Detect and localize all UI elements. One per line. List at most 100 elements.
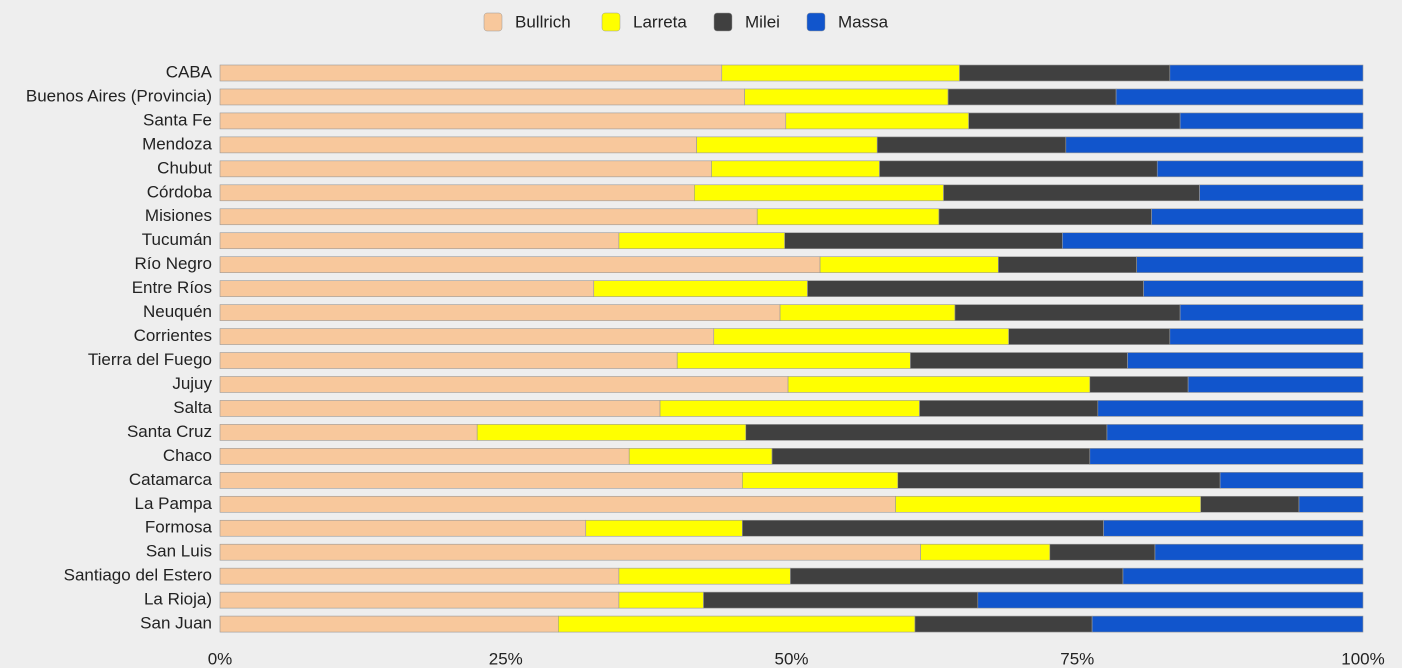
bar-segment (1127, 352, 1364, 369)
y-tick-label: Formosa (145, 518, 213, 537)
bar-segment (219, 519, 587, 537)
bar-segment (618, 232, 785, 250)
bar-segment (745, 424, 1108, 441)
bar-segment (703, 591, 979, 609)
bar-segment (694, 184, 944, 202)
bar-segment (1122, 567, 1364, 585)
bar-segment (1106, 424, 1364, 441)
bar-segment (756, 208, 940, 226)
bar-segment (742, 472, 899, 489)
bar-segment (968, 112, 1181, 130)
bar-segment (1179, 304, 1364, 321)
bar-segment (807, 280, 1144, 297)
bar-segment (938, 208, 1152, 226)
bar-segment (771, 448, 1091, 465)
bar-segment (1219, 472, 1364, 489)
y-tick-label: Córdoba (147, 182, 213, 201)
bar-segment (742, 519, 1104, 537)
y-tick-label: Jujuy (172, 374, 212, 393)
legend-label: Larreta (633, 12, 687, 31)
bar-segment (998, 256, 1137, 273)
bar-segment (219, 591, 620, 609)
y-tick-label: Entre Ríos (132, 278, 212, 297)
bar-segment (1298, 495, 1364, 513)
bar-segment (219, 136, 697, 154)
x-tick-label: 100% (1341, 649, 1384, 668)
y-tick-label: La Pampa (135, 494, 213, 513)
bar-segment (897, 472, 1221, 489)
bar-segment (219, 448, 630, 465)
bar-segment (676, 352, 911, 369)
bar-segment (219, 88, 745, 106)
bar-segment (696, 136, 878, 154)
bar-segment (219, 567, 620, 585)
legend-swatch (713, 12, 733, 32)
bar-segment (721, 64, 960, 82)
bar-segment (779, 304, 956, 321)
y-tick-label: Tucumán (142, 230, 212, 249)
bar-segment (219, 184, 695, 202)
bar-segment (476, 424, 747, 441)
bar-segment (1008, 328, 1171, 345)
x-tick-label: 0% (208, 649, 233, 668)
y-tick-label: Santa Cruz (127, 422, 212, 441)
bar-segment (1097, 400, 1364, 417)
y-tick-label: Mendoza (142, 134, 212, 153)
bar-segment (787, 376, 1091, 393)
bar-segment (713, 328, 1009, 345)
bar-segment (711, 160, 880, 178)
bar-segment (618, 591, 704, 609)
bar-segment (1115, 88, 1364, 106)
bar-segment (618, 567, 791, 585)
bar-segment (914, 615, 1093, 633)
y-tick-label: San Luis (146, 542, 212, 561)
bar-segment (219, 543, 921, 561)
bar-segment (1062, 232, 1364, 250)
bar-segment (1156, 160, 1364, 178)
bar-segment (943, 184, 1200, 202)
legend-label: Bullrich (515, 12, 571, 31)
bar-segment (920, 543, 1051, 561)
bar-segment (954, 304, 1181, 321)
bar-segment (593, 280, 808, 297)
legend-label: Milei (745, 12, 780, 31)
bar-segment (790, 567, 1124, 585)
bar-segment (219, 376, 789, 393)
bar-segment (879, 160, 1158, 178)
bar-segment (219, 472, 743, 489)
bar-segment (558, 615, 916, 633)
y-tick-label: Misiones (145, 206, 212, 225)
bar-segment (585, 519, 743, 537)
bar-segment (1065, 136, 1364, 154)
bar-segment (919, 400, 1099, 417)
bar-segment (1143, 280, 1364, 297)
bar-segment (876, 136, 1067, 154)
bar-segment (219, 352, 678, 369)
bar-segment (219, 112, 787, 130)
bar-segment (1089, 376, 1189, 393)
bar-segment (219, 232, 620, 250)
bar-segment (1103, 519, 1364, 537)
y-tick-label: La Rioja) (144, 590, 212, 609)
y-tick-label: San Juan (140, 614, 212, 633)
bar-segment (1187, 376, 1364, 393)
bar-segment (219, 160, 712, 178)
y-tick-label: Catamarca (129, 470, 213, 489)
bar-segment (1169, 64, 1364, 82)
bar-segment (219, 304, 781, 321)
bar-segment (1136, 256, 1364, 273)
legend-swatch (601, 12, 621, 32)
bar-segment (219, 208, 758, 226)
legend-swatch (483, 12, 503, 32)
bar-segment (1089, 448, 1364, 465)
bar-segment (977, 591, 1364, 609)
bar-segment (819, 256, 999, 273)
legend-swatch (806, 12, 826, 32)
bar-segment (1151, 208, 1364, 226)
x-tick-label: 25% (489, 649, 523, 668)
bar-segment (219, 256, 821, 273)
bar-segment (959, 64, 1171, 82)
x-tick-label: 75% (1060, 649, 1094, 668)
bar-segment (219, 495, 896, 513)
